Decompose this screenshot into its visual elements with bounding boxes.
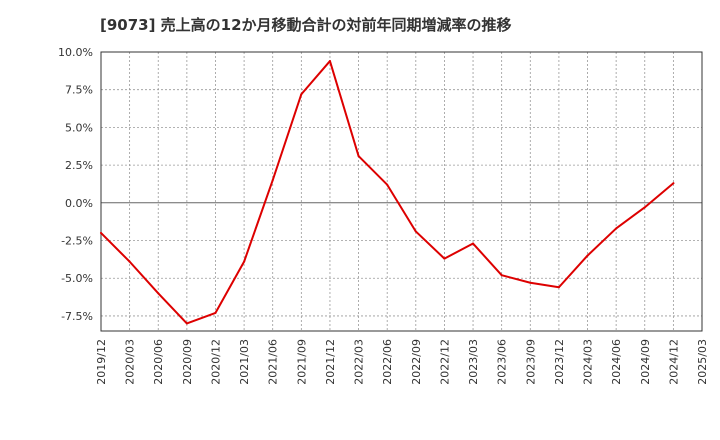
data-point <box>386 183 389 186</box>
x-tick-label: 2025/03 <box>696 339 709 385</box>
y-tick-label: 0.0% <box>65 197 93 210</box>
data-point <box>443 257 446 260</box>
plot-border <box>100 51 703 332</box>
data-point <box>557 286 560 289</box>
y-tick-label: 10.0% <box>58 46 93 59</box>
data-point <box>214 311 217 314</box>
x-tick-label: 2024/12 <box>667 339 680 385</box>
data-point <box>414 230 417 233</box>
data-point <box>300 93 303 96</box>
series-layer <box>100 60 675 325</box>
x-tick-label: 2022/03 <box>353 339 366 385</box>
data-point <box>500 274 503 277</box>
data-point <box>185 322 188 325</box>
x-tick-label: 2021/06 <box>267 339 280 385</box>
y-tick-label: 2.5% <box>65 159 93 172</box>
x-tick-label: 2021/12 <box>324 339 337 385</box>
x-tick-label: 2024/03 <box>582 339 595 385</box>
x-tick-label: 2020/12 <box>209 339 222 385</box>
x-tick-label: 2019/12 <box>95 339 108 385</box>
x-tick-label: 2020/03 <box>124 339 137 385</box>
data-point <box>157 292 160 295</box>
x-tick-label: 2021/03 <box>238 339 251 385</box>
y-tick-label: 5.0% <box>65 121 93 134</box>
x-tick-label: 2023/12 <box>553 339 566 385</box>
data-point <box>128 260 131 263</box>
data-point <box>672 182 675 185</box>
x-tick-label: 2023/09 <box>524 339 537 385</box>
plot-area <box>101 52 702 331</box>
data-point <box>271 179 274 182</box>
x-tick-label: 2023/03 <box>467 339 480 385</box>
data-point <box>357 155 360 158</box>
x-tick-label: 2024/09 <box>639 339 652 385</box>
data-point <box>615 227 618 230</box>
data-point <box>529 281 532 284</box>
data-point <box>643 206 646 209</box>
data-point <box>243 260 246 263</box>
x-tick-label: 2020/06 <box>152 339 165 385</box>
x-tick-label: 2024/06 <box>610 339 623 385</box>
data-point <box>472 242 475 245</box>
data-point <box>328 60 331 63</box>
x-tick-label: 2021/09 <box>295 339 308 385</box>
chart-title: [9073] 売上高の12か月移動合計の対前年同期増減率の推移 <box>100 16 512 34</box>
data-point <box>100 231 102 234</box>
data-point <box>586 254 589 257</box>
y-tick-label: 7.5% <box>65 84 93 97</box>
axis-layer: 10.0% 7.5% 5.0% 2.5% 0.0% -2.5% -5.0% -7.5% 2019… <box>58 46 709 385</box>
x-tick-label: 2020/09 <box>181 339 194 385</box>
x-tick-label: 2022/09 <box>410 339 423 385</box>
x-tick-label: 2023/06 <box>496 339 509 385</box>
y-tick-label: -7.5% <box>61 310 93 323</box>
x-tick-label: 2022/06 <box>381 339 394 385</box>
y-tick-label: -5.0% <box>61 272 93 285</box>
x-tick-label: 2022/12 <box>438 339 451 385</box>
grid-layer <box>100 51 703 331</box>
y-tick-label: -2.5% <box>61 235 93 248</box>
